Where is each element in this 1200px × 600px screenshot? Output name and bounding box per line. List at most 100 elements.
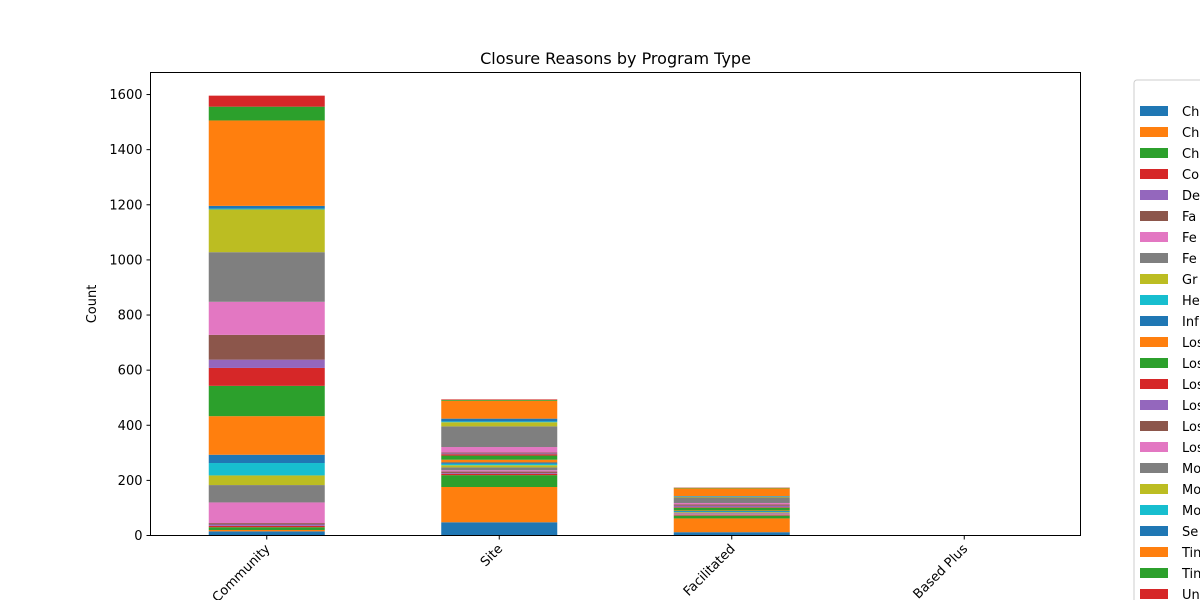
legend-label: He (1182, 294, 1200, 309)
legend-label: Los (1182, 420, 1200, 435)
bar-segment-2-14 (441, 454, 558, 456)
legend-label: Se (1182, 525, 1198, 540)
bar-segment-3-16 (673, 504, 790, 506)
bar-segment-3-18 (673, 497, 790, 503)
chart-title: Closure Reasons by Program Type (480, 49, 751, 68)
legend-label: De (1182, 189, 1200, 204)
legend-swatch (1140, 526, 1168, 536)
bar-segment-1-17 (208, 301, 325, 335)
bar-segment-2-10 (441, 463, 558, 466)
legend-swatch (1140, 316, 1168, 326)
bar-segment-2-9 (441, 465, 558, 468)
legend-label: Los (1182, 441, 1200, 456)
bar-segment-2-19 (441, 422, 558, 427)
y-tick-label: 1000 (109, 253, 142, 268)
bar-segment-3-2 (673, 518, 790, 533)
legend-label: Los (1182, 357, 1200, 372)
bar-stack-group (208, 95, 790, 536)
bar-segment-2-15 (441, 453, 558, 455)
bar-segment-1-16 (208, 334, 325, 360)
bar-segment-1-11 (208, 454, 325, 464)
bar-segment-3-17 (673, 502, 790, 505)
legend-swatch (1140, 337, 1168, 347)
legend-label: Inf (1182, 315, 1199, 330)
bar-segment-1-8 (208, 485, 325, 503)
legend-label: Gr (1182, 273, 1198, 288)
legend-swatch (1140, 589, 1168, 599)
x-tick-label: Based Plus (911, 542, 972, 600)
bar-segment-1-7 (208, 502, 325, 524)
bar-segment-1-18 (208, 252, 325, 302)
legend-label: Mo (1182, 483, 1200, 498)
bar-segment-3-6 (673, 514, 790, 515)
x-axis-ticks: Community Site Facilitated Based Plus (210, 535, 972, 600)
bar-segment-3-11 (673, 510, 790, 512)
legend-swatch (1140, 169, 1168, 179)
y-tick-label: 1400 (109, 143, 142, 158)
bar-segment-1-20 (208, 208, 325, 210)
legend-swatch (1140, 232, 1168, 242)
y-tick-label: 1200 (109, 198, 142, 213)
legend-swatch (1140, 484, 1168, 494)
legend-label: Tin (1181, 567, 1200, 582)
legend-swatch (1140, 442, 1168, 452)
bar-segment-2-23 (441, 399, 558, 401)
legend-swatch (1140, 148, 1168, 158)
bar-segment-2-7 (441, 470, 558, 472)
legend-swatch (1140, 211, 1168, 221)
bar-segment-1-6 (208, 523, 325, 525)
bar-segment-1-2 (208, 529, 325, 532)
bar-segment-2-6 (441, 471, 558, 473)
legend-swatch (1140, 421, 1168, 431)
bar-segment-2-1 (441, 522, 558, 536)
bar-segment-3-21 (673, 496, 790, 497)
y-tick-label: 0 (134, 529, 142, 544)
x-tick-label: Facilitated (681, 542, 739, 600)
bar-segment-3-19 (673, 496, 790, 498)
legend-label: Los (1182, 378, 1200, 393)
bar-segment-2-13 (441, 455, 558, 460)
bar-segment-1-1 (208, 531, 325, 536)
legend-label: Ch (1182, 147, 1199, 162)
bar-segment-2-8 (441, 467, 558, 471)
y-axis-ticks: 0 200 400 600 800 1000 1200 1400 1600 (109, 88, 151, 544)
legend-label: Mo (1182, 504, 1200, 519)
bar-segment-1-5 (208, 524, 325, 526)
bar-segment-2-24 (441, 399, 558, 400)
bar-segment-1-24 (208, 95, 325, 107)
bar-segment-1-22 (208, 120, 325, 206)
legend-label: Fe (1182, 231, 1197, 246)
legend-label: Co (1182, 168, 1199, 183)
bar-segment-2-11 (441, 462, 558, 464)
legend-swatch (1140, 568, 1168, 578)
bar-segment-1-10 (208, 463, 325, 476)
legend: Ch Ch Ch Co De Fa Fe Fe Gr He Inf Los Los Los Los Los Lo… (1133, 79, 1200, 600)
bar-segment-2-22 (441, 400, 558, 419)
bar-segment-1-12 (208, 416, 325, 455)
bar-segment-1-13 (208, 385, 325, 417)
legend-label: Fe (1182, 252, 1197, 267)
bar-segment-3-12 (673, 510, 790, 511)
bar-segment-3-14 (673, 507, 790, 508)
y-tick-label: 600 (118, 364, 143, 379)
legend-swatch (1140, 106, 1168, 116)
legend-label: Ch (1182, 126, 1199, 141)
x-tick-label: Community (210, 542, 274, 600)
bar-segment-3-13 (673, 507, 790, 511)
bar-segment-1-14 (208, 367, 325, 386)
legend-swatch (1140, 547, 1168, 557)
bar-segment-1-19 (208, 209, 325, 253)
bar-segment-2-12 (441, 459, 558, 463)
legend-swatch (1140, 127, 1168, 137)
legend-label: Los (1182, 399, 1200, 414)
bar-segment-1-23 (208, 106, 325, 121)
bar-segment-1-3 (208, 527, 325, 530)
y-tick-label: 1600 (109, 88, 142, 103)
bar-segment-2-5 (441, 472, 558, 474)
bar-segment-3-7 (673, 513, 790, 515)
bar-segment-3-1 (673, 532, 790, 536)
bar-segment-3-23 (673, 487, 790, 489)
legend-swatch (1140, 253, 1168, 263)
legend-swatch (1140, 358, 1168, 368)
